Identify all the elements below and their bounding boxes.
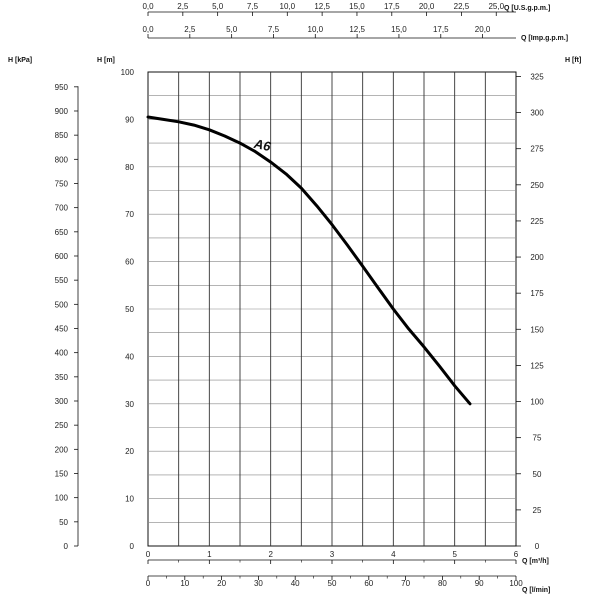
tick-label-usgpm: 22,5 [454, 2, 470, 11]
tick-label-kpa: 550 [55, 276, 69, 285]
tick-label-impgpm: 0,0 [142, 25, 154, 34]
tick-label-ft: 150 [530, 325, 544, 334]
tick-label-m3h: 0 [146, 550, 151, 559]
tick-label-impgpm: 7,5 [268, 25, 280, 34]
tick-label-m3h: 3 [330, 550, 335, 559]
tick-label-kpa: 600 [55, 252, 69, 261]
tick-label-lmin: 90 [475, 579, 484, 588]
tick-label-m3h: 4 [391, 550, 396, 559]
axis-label-impgpm: Q [Imp.g.p.m.] [521, 35, 568, 42]
tick-label-lmin: 50 [328, 579, 337, 588]
tick-label-kpa: 450 [55, 324, 69, 333]
tick-label-kpa: 100 [55, 494, 69, 503]
tick-label-kpa: 50 [59, 518, 68, 527]
axis-label-ft: H [ft] [565, 57, 581, 64]
tick-label-hm: 20 [125, 447, 134, 456]
tick-label-m3h: 5 [452, 550, 457, 559]
tick-label-lmin: 0 [146, 579, 151, 588]
tick-label-hm: 90 [125, 115, 134, 124]
tick-label-hm: 70 [125, 210, 134, 219]
axis-label-lmin: Q [l/min] [522, 587, 550, 594]
tick-label-kpa: 500 [55, 300, 69, 309]
series-line-a6 [148, 117, 470, 404]
tick-label-usgpm: 10,0 [280, 2, 296, 11]
tick-label-hm: 50 [125, 305, 134, 314]
tick-label-ft: 25 [533, 506, 542, 515]
tick-label-kpa: 800 [55, 155, 69, 164]
tick-label-ft: 0 [535, 542, 540, 551]
tick-label-kpa: 850 [55, 131, 69, 140]
tick-label-hm: 100 [121, 68, 135, 77]
tick-label-ft: 250 [530, 181, 544, 190]
tick-label-ft: 225 [530, 217, 544, 226]
tick-label-kpa: 0 [64, 542, 69, 551]
tick-label-kpa: 950 [55, 83, 69, 92]
chart-labels: H [m] H [kPa] H [ft] Q [m³/h] Q [l/min] Q [U.… [8, 5, 581, 594]
tick-label-kpa: 200 [55, 445, 69, 454]
tick-label-kpa: 300 [55, 397, 69, 406]
tick-label-usgpm: 7,5 [247, 2, 259, 11]
tick-label-ft: 275 [530, 145, 544, 154]
axis-label-hm: H [m] [97, 57, 115, 64]
axis-label-usgpm: Q [U.S.g.p.m.] [504, 5, 550, 12]
axis-label-m3h: Q [m³/h] [522, 558, 549, 565]
tick-label-impgpm: 12,5 [349, 25, 365, 34]
tick-label-usgpm: 25,0 [488, 2, 504, 11]
chart-series [148, 117, 470, 404]
tick-label-ft: 325 [530, 72, 544, 81]
tick-label-hm: 10 [125, 495, 134, 504]
tick-label-kpa: 650 [55, 228, 69, 237]
tick-label-ft: 75 [533, 434, 542, 443]
tick-label-kpa: 900 [55, 107, 69, 116]
tick-label-impgpm: 5,0 [226, 25, 238, 34]
tick-label-hm: 0 [130, 542, 135, 551]
tick-label-usgpm: 20,0 [419, 2, 435, 11]
tick-label-impgpm: 20,0 [475, 25, 491, 34]
tick-label-kpa: 250 [55, 421, 69, 430]
tick-label-usgpm: 2,5 [177, 2, 189, 11]
tick-label-impgpm: 2,5 [184, 25, 196, 34]
tick-label-usgpm: 0,0 [142, 2, 154, 11]
tick-label-lmin: 80 [438, 579, 447, 588]
tick-label-usgpm: 17,5 [384, 2, 400, 11]
tick-label-kpa: 150 [55, 469, 69, 478]
tick-label-lmin: 20 [217, 579, 226, 588]
tick-label-ft: 200 [530, 253, 544, 262]
tick-label-ft: 125 [530, 361, 544, 370]
tick-label-lmin: 60 [364, 579, 373, 588]
tick-label-m3h: 1 [207, 550, 212, 559]
tick-label-kpa: 700 [55, 204, 69, 213]
chart-axes: 0102030405060708090100050100150200250300… [55, 2, 545, 588]
tick-label-lmin: 30 [254, 579, 263, 588]
tick-label-ft: 100 [530, 398, 544, 407]
tick-label-hm: 80 [125, 163, 134, 172]
tick-label-impgpm: 15,0 [391, 25, 407, 34]
tick-label-hm: 60 [125, 258, 134, 267]
axis-label-kpa: H [kPa] [8, 57, 32, 64]
tick-label-kpa: 750 [55, 179, 69, 188]
tick-label-hm: 40 [125, 352, 134, 361]
tick-label-lmin: 70 [401, 579, 410, 588]
tick-label-kpa: 400 [55, 349, 69, 358]
tick-label-lmin: 40 [291, 579, 300, 588]
tick-label-impgpm: 10,0 [308, 25, 324, 34]
tick-label-usgpm: 5,0 [212, 2, 224, 11]
tick-label-lmin: 10 [180, 579, 189, 588]
tick-label-hm: 30 [125, 400, 134, 409]
tick-label-usgpm: 12,5 [314, 2, 330, 11]
chart-grid [148, 72, 516, 546]
tick-label-ft: 300 [530, 109, 544, 118]
tick-label-impgpm: 17,5 [433, 25, 449, 34]
tick-label-usgpm: 15,0 [349, 2, 365, 11]
tick-label-kpa: 350 [55, 373, 69, 382]
tick-label-m3h: 6 [514, 550, 519, 559]
tick-label-ft: 175 [530, 289, 544, 298]
tick-label-ft: 50 [533, 470, 542, 479]
tick-label-m3h: 2 [268, 550, 273, 559]
